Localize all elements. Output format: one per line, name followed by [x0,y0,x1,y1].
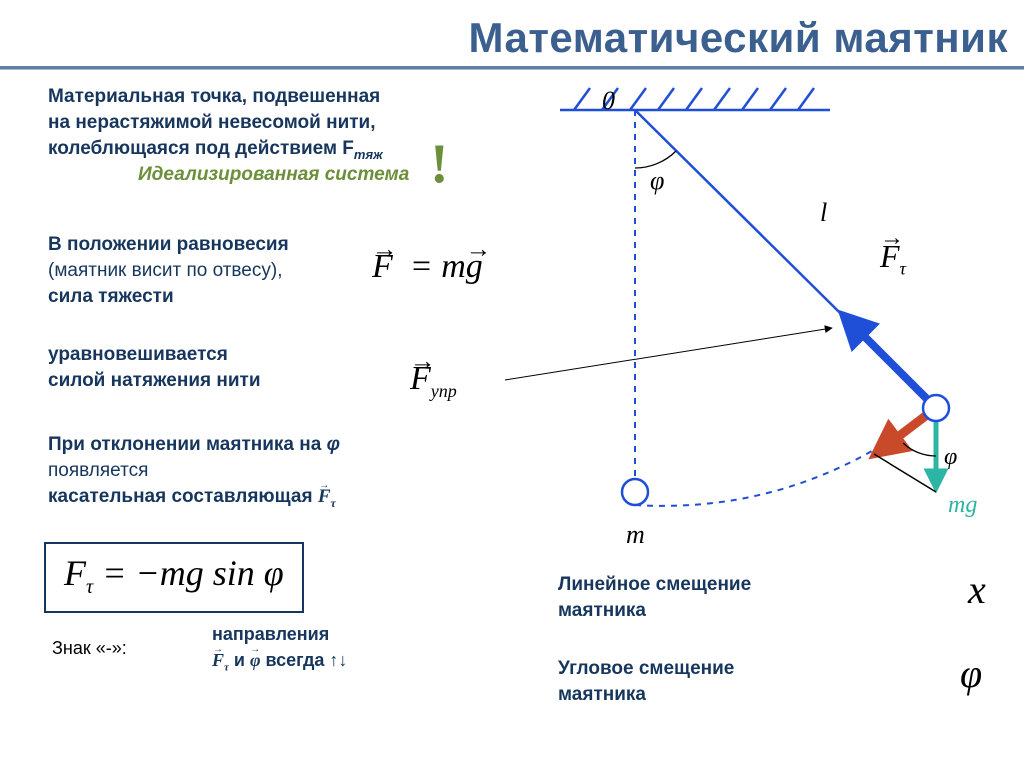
vector-fupr [846,318,936,408]
def-line2: на нерастяжимой невесомой нити, [48,110,376,136]
angle-bot-arc [903,443,936,456]
angular-disp-1: Угловое смещение [558,656,734,682]
idealized-label: Идеализированная система [138,164,409,186]
exclaim-icon: ! [430,142,449,187]
linear-disp-2: маятника [558,598,646,624]
formula-ftau: Fτ = −mg sin φ [44,542,304,613]
def-line3-sub: тяж [354,147,383,162]
lbl-m: m [626,520,645,550]
def-line3-text: колеблющаяся под действием F [48,138,354,159]
balance-line1: уравновешивается [48,342,228,368]
dev-line1: При отклонении маятника на φ [48,432,340,458]
dev3-tau: τ [331,496,336,510]
lbl-phi-top: φ [650,166,664,196]
mg-decomp-line [874,454,936,492]
dir2-tau: τ [224,662,229,674]
dir-line2: →Fτ и →φ всегда ↑↓ [212,648,347,675]
lbl-mg: mg [948,492,977,519]
title-rule [0,66,1024,70]
dev1-text: При отклонении маятника на [48,434,327,455]
vec-F1: →F [372,248,393,286]
dev1-phi: φ [327,434,340,455]
def-line1: Материальная точка, подвешенная [48,84,380,110]
page-title: Математический маятник [468,14,1008,62]
pointer-fupr [505,328,832,380]
lbl-l: l [820,198,827,228]
mass-deflected [923,395,949,421]
def-line3: колеблющаяся под действием Fтяж [48,136,383,163]
sym-x: x [968,566,986,613]
eq-fupr-sub: упр [431,381,457,401]
equil-line2: (маятник висит по отвесу), [48,258,283,284]
eq-fupr: →Fупр [410,360,457,402]
vec-g1: →g [466,248,483,286]
dir-line1: направления [212,622,329,646]
eq-f-mg: →F = m→g [372,248,483,286]
dir2-end: всегда ↑↓ [266,650,348,670]
angular-disp-2: маятника [558,682,646,708]
vector-ftau [878,408,936,452]
balance-line2: силой натяжения нити [48,368,261,394]
formula-tau-sub: τ [86,576,93,598]
dir2-mid: и [234,650,250,670]
lbl-phi-bot: φ [944,444,957,471]
lbl-origin: 0 [602,86,615,116]
lbl-ftau-vec: →Fτ [880,238,906,279]
arc-trajectory [635,408,936,506]
dev-line2: появляется [48,458,148,484]
mass-equilibrium [622,479,648,505]
dev-line3: касательная составляющая →Fτ [48,484,336,511]
linear-disp-1: Линейное смещение [558,572,751,598]
vec-Fupr: →F [410,360,431,398]
dev3-text: касательная составляющая [48,486,318,507]
dev3-F: →F [318,486,331,507]
sign-label: Знак «-»: [52,636,127,660]
equil-line3: сила тяжести [48,284,174,310]
equil-line1: В положении равновесия [48,232,289,258]
sym-phi: φ [960,650,982,697]
